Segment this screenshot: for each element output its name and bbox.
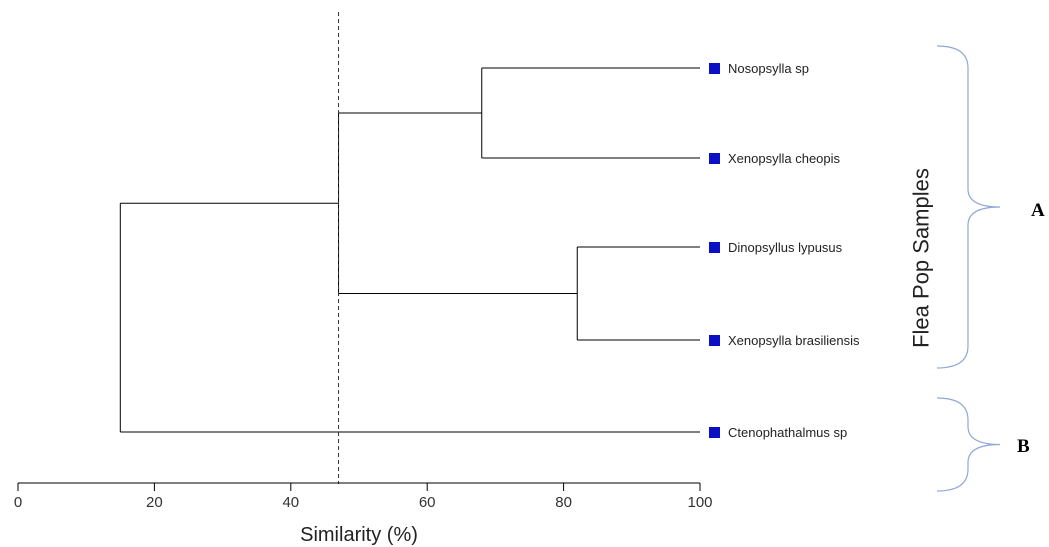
x-tick-label: 60 [419, 494, 436, 511]
leaf-marker [709, 427, 720, 438]
x-tick-label: 100 [687, 494, 712, 511]
leaf-marker [709, 242, 720, 253]
group-a-brace [936, 45, 1001, 369]
leaf-marker [709, 335, 720, 346]
flea-pop-samples-label: Flea Pop Samples [909, 168, 934, 348]
x-tick-label: 0 [14, 494, 22, 511]
leaf-label: Ctenophathalmus sp [728, 425, 847, 440]
leaf-label: Nosopsylla sp [728, 61, 809, 76]
x-axis-label: Similarity (%) [300, 524, 418, 546]
x-tick-label: 40 [282, 494, 299, 511]
leaf-labels: Nosopsylla sp Xenopsylla cheopis Dinopsyll… [709, 61, 860, 440]
leaf-marker [709, 63, 720, 74]
x-tick-label: 80 [555, 494, 572, 511]
leaf-label: Xenopsylla brasiliensis [728, 333, 860, 348]
x-tick-label: 20 [146, 494, 163, 511]
group-b-label: B [1017, 436, 1030, 457]
leaf-label: Dinopsyllus lypusus [728, 240, 843, 255]
group-a-label: A [1031, 200, 1045, 221]
leaf-marker [709, 153, 720, 164]
leaf-label: Xenopsylla cheopis [728, 151, 841, 166]
dendrogram-branches [119, 67, 700, 433]
group-b-brace [936, 397, 1001, 492]
x-axis: 0 20 40 60 80 100 [14, 482, 713, 511]
group-braces: AB [936, 45, 1045, 492]
